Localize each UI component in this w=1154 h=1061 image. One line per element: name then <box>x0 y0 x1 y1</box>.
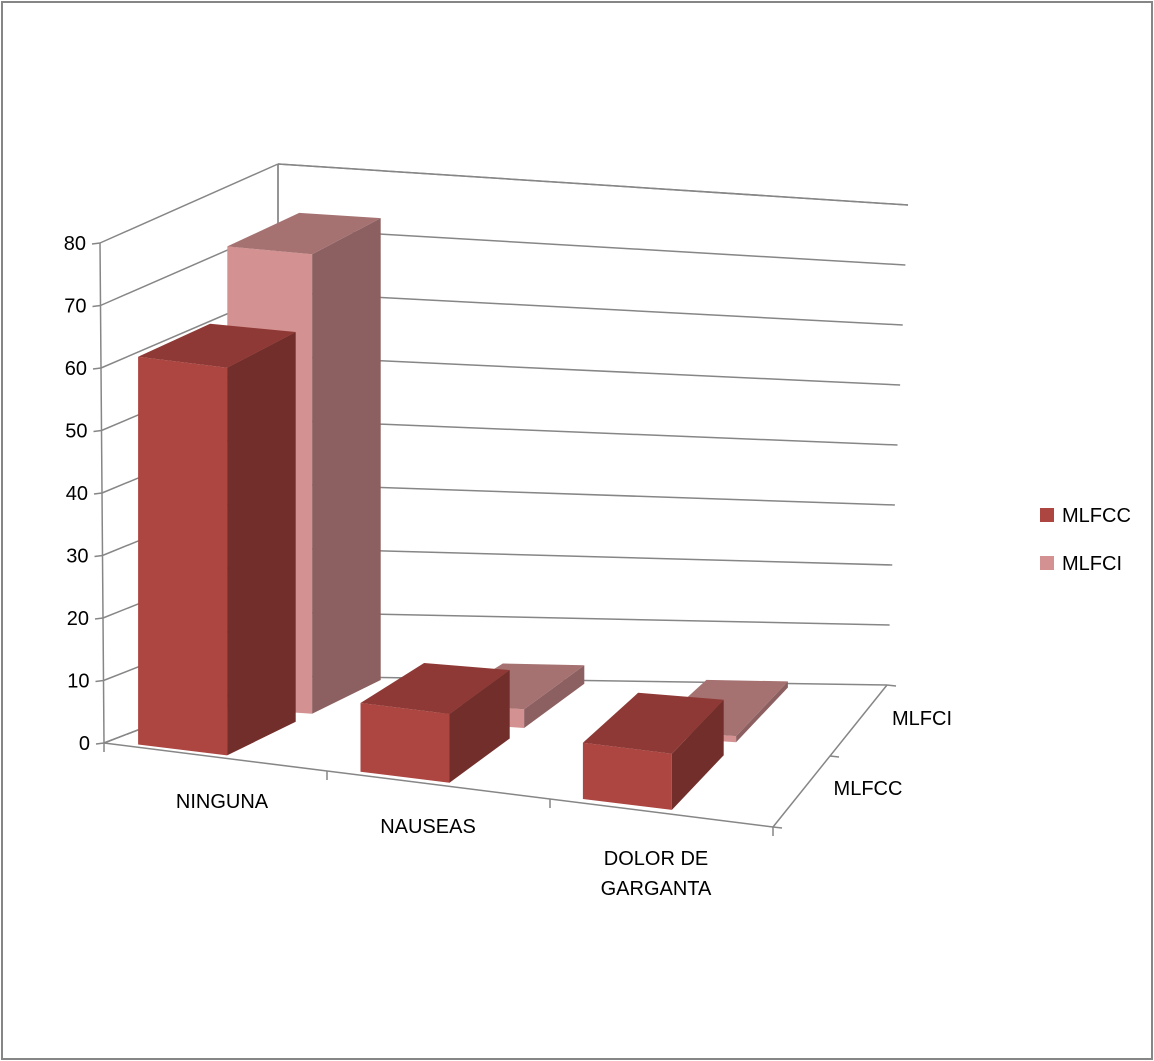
depth-tick-mark <box>772 826 783 829</box>
y-tick-mark <box>94 554 103 558</box>
y-tick-mark <box>95 679 104 683</box>
x-category-label: GARGANTA <box>601 878 712 900</box>
depth-tick-mark <box>886 684 897 687</box>
back-gridline <box>277 291 903 326</box>
legend-label-mlfcc: MLFCC <box>1062 505 1131 527</box>
back-gridline <box>277 355 901 386</box>
y-tick-mark <box>94 617 104 620</box>
y-tick-label: 20 <box>67 608 89 630</box>
y-tick-label: 70 <box>64 296 86 318</box>
y-tick-label: 30 <box>66 546 88 568</box>
depth-axis-label: MLFCI <box>892 708 952 730</box>
bar-front <box>138 356 228 756</box>
y-tick-label: 80 <box>64 233 86 255</box>
depth-axis-label: MLFCC <box>834 778 903 800</box>
back-gridline <box>277 419 898 446</box>
bar-MLFCC-ninguna <box>138 323 296 756</box>
bar-side <box>312 218 381 714</box>
x-category-label: DOLOR DE <box>604 848 708 870</box>
y-tick-mark <box>95 742 105 745</box>
x-axis-line <box>103 742 774 828</box>
x-category-label: NAUSEAS <box>380 816 476 838</box>
legend: MLFCC MLFCI <box>1040 505 1131 575</box>
bar-side <box>524 665 585 728</box>
bar-top <box>582 692 724 754</box>
bar-side <box>227 332 296 756</box>
depth-tick-mark <box>829 755 840 758</box>
y-tick-mark <box>93 429 102 433</box>
y-tick-mark <box>93 492 103 495</box>
y-tick-label: 10 <box>67 671 89 693</box>
bar-side <box>736 681 788 743</box>
bar-front <box>360 703 450 783</box>
bar-side <box>671 699 724 810</box>
back-gridline <box>277 163 909 206</box>
bar-side <box>449 670 510 783</box>
y-tick-mark <box>91 242 101 245</box>
y-tick-mark <box>92 367 102 370</box>
y-tick-label: 40 <box>66 483 88 505</box>
chart-labels: 0 10 20 30 40 50 60 70 80 NINGUNA NAUSEAS DOLOR DE G… <box>64 233 952 900</box>
bar-top <box>227 212 381 255</box>
back-gridline <box>277 227 906 266</box>
legend-swatch-mlfci <box>1040 556 1054 570</box>
bar-MLFCC-nauseas <box>360 663 510 783</box>
back-gridline <box>277 483 895 506</box>
x-category-label: NINGUNA <box>176 791 269 813</box>
bar-top <box>360 663 510 714</box>
y-tick-label: 60 <box>65 358 87 380</box>
side-gridline <box>99 163 279 244</box>
legend-swatch-mlfcc <box>1040 508 1054 522</box>
chart-bars <box>138 212 788 810</box>
bar-top <box>138 323 296 368</box>
y-tick-mark <box>92 304 101 308</box>
legend-label-mlfci: MLFCI <box>1062 553 1122 575</box>
bar-MLFCC-dolor-de-garganta <box>582 692 724 810</box>
y-tick-label: 0 <box>79 733 90 755</box>
y-tick-label: 50 <box>65 421 87 443</box>
bar-front <box>582 742 672 810</box>
